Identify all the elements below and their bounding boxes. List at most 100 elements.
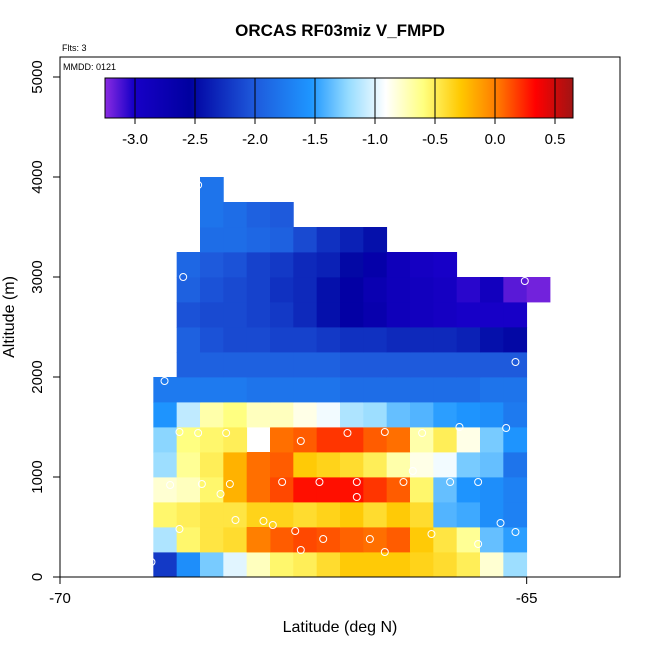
observation-point — [175, 525, 184, 533]
heatmap-cell — [340, 227, 364, 253]
heatmap-cell — [386, 402, 411, 428]
heatmap-cell — [480, 352, 504, 378]
heatmap-cell — [410, 477, 434, 503]
heatmap-cell — [176, 377, 201, 403]
heatmap-cell — [200, 402, 224, 428]
observation-point — [175, 428, 184, 436]
heatmap-cell — [456, 402, 481, 428]
colorbar-tick-label: 0.5 — [545, 131, 566, 148]
heatmap-cell — [270, 552, 294, 578]
heatmap-cell — [293, 477, 318, 503]
observation-point — [319, 535, 328, 543]
observation-point — [296, 546, 305, 554]
heatmap-cell — [200, 277, 224, 303]
heatmap-cell — [386, 377, 411, 403]
heatmap-cell — [456, 477, 481, 503]
heatmap-cell — [386, 302, 411, 328]
heatmap-cell — [363, 277, 388, 303]
observation-point — [474, 540, 483, 548]
heatmap-cell — [433, 277, 458, 303]
heatmap-cell — [153, 527, 178, 553]
heatmap-cell — [340, 552, 364, 578]
heatmap-cell — [433, 377, 458, 403]
heatmap-cell — [200, 252, 224, 278]
heatmap-cell — [246, 252, 271, 278]
heatmap-cell — [223, 352, 248, 378]
heatmap-cell — [200, 202, 224, 228]
heatmap-cell — [363, 377, 388, 403]
heatmap-cell — [503, 277, 528, 303]
heatmap-cell — [433, 552, 458, 578]
heatmap-cell — [386, 527, 411, 553]
heatmap-cell — [270, 327, 294, 353]
observation-point — [427, 530, 436, 538]
heatmap-cell — [176, 427, 201, 453]
heatmap-cell — [223, 452, 248, 478]
heatmap-cell — [200, 302, 224, 328]
observation-point — [231, 516, 240, 524]
heatmap-cell — [270, 377, 294, 403]
heatmap-cell — [223, 252, 248, 278]
observation-point — [418, 429, 427, 437]
heatmap-cell — [223, 502, 248, 528]
x-tick-label: -65 — [516, 590, 538, 607]
heatmap-cell — [386, 352, 411, 378]
heatmap-cell — [526, 277, 551, 303]
heatmap-cell — [386, 502, 411, 528]
observation-point — [222, 429, 231, 437]
heatmap-cell — [456, 502, 481, 528]
heatmap-cell — [200, 377, 224, 403]
observation-point — [399, 478, 408, 486]
heatmap-cell — [480, 377, 504, 403]
heatmap-cell — [433, 452, 458, 478]
date-annotation: MMDD: 0121 — [63, 62, 116, 72]
heatmap-cell — [410, 277, 434, 303]
heatmap-cell — [410, 552, 434, 578]
heatmap-cell — [293, 227, 318, 253]
heatmap-cell — [153, 552, 178, 578]
observation-point — [446, 478, 455, 486]
heatmap-cell — [363, 327, 388, 353]
heatmap-cell — [480, 552, 504, 578]
y-tick-label: 3000 — [29, 260, 46, 293]
heatmap-cell — [386, 252, 411, 278]
heatmap-cell — [246, 277, 271, 303]
observation-point — [268, 521, 277, 529]
y-tick-label: 2000 — [29, 360, 46, 393]
heatmap-cell — [223, 227, 248, 253]
heatmap-cell — [316, 377, 341, 403]
heatmap-cell — [503, 352, 528, 378]
heatmap-cell — [270, 277, 294, 303]
observation-point — [296, 437, 305, 445]
heatmap-cell — [363, 427, 388, 453]
heatmap-cell — [316, 302, 341, 328]
colorbar-tick-label: -3.0 — [122, 131, 148, 148]
heatmap-cell — [223, 402, 248, 428]
observation-point — [225, 480, 234, 488]
heatmap-cell — [176, 302, 201, 328]
heatmap-cell — [363, 477, 388, 503]
heatmap-cell — [153, 477, 178, 503]
heatmap-cell — [433, 502, 458, 528]
heatmap-cell — [503, 477, 528, 503]
observation-point — [197, 480, 206, 488]
heatmap-cell — [456, 377, 481, 403]
colorbar-tick-label: 0.0 — [485, 131, 506, 148]
heatmap-cell — [246, 477, 271, 503]
heatmap-cell — [340, 252, 364, 278]
heatmap-cell — [270, 352, 294, 378]
heatmap-cell — [340, 427, 364, 453]
heatmap-cell — [293, 252, 318, 278]
heatmap-cell — [503, 327, 528, 353]
heatmap-cell — [200, 452, 224, 478]
heatmap-cell — [153, 402, 178, 428]
y-axis-ticks: 0 1000 2000 3000 4000 5000 — [29, 60, 60, 581]
heatmap-cell — [293, 452, 318, 478]
colorbar-tick-label: -1.5 — [302, 131, 328, 148]
observation-point — [216, 490, 225, 498]
heatmap-cell — [246, 377, 271, 403]
observation-point — [455, 423, 464, 431]
heatmap-cell — [176, 452, 201, 478]
heatmap-cell — [340, 327, 364, 353]
